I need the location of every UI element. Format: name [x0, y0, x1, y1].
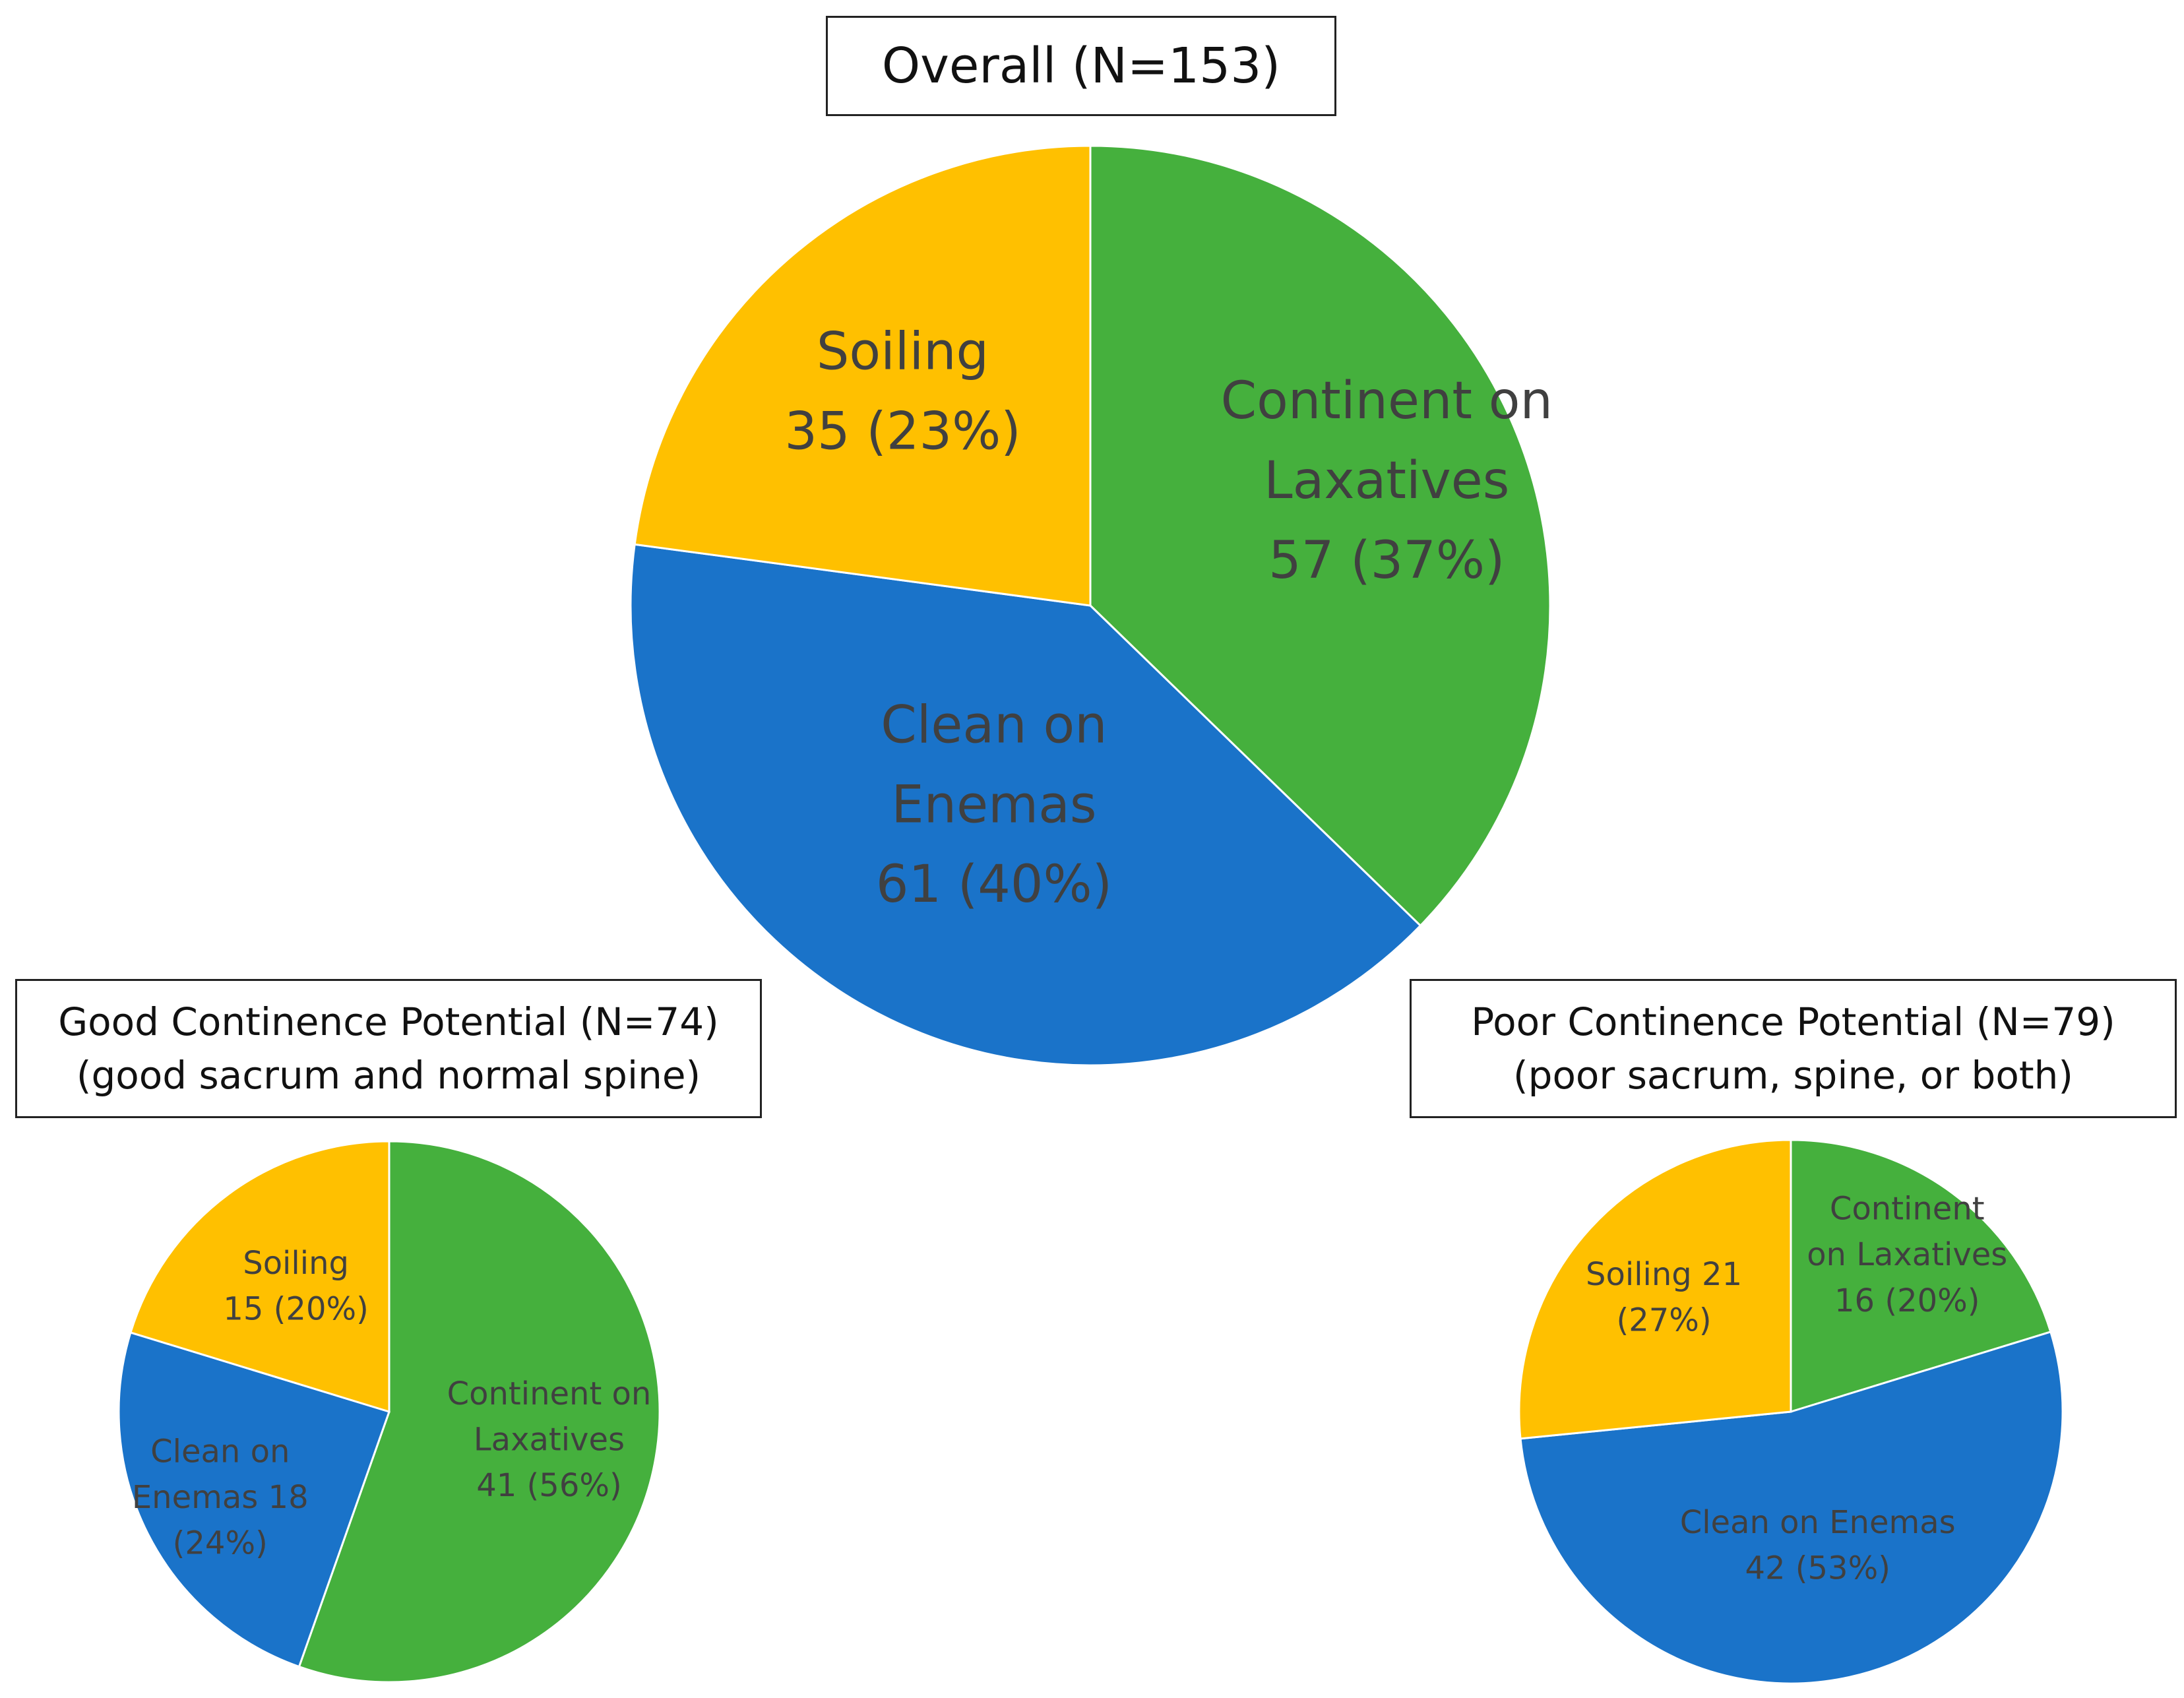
overall-pie-title: Overall (N=153): [826, 16, 1336, 116]
good-label-continent-on-laxatives-line-3: 41 (56%): [476, 1467, 621, 1504]
good-label-continent-on-laxatives: Continent on Laxatives 41 (56%): [447, 1375, 652, 1504]
good-label-clean-on-enemas-line-3: (24%): [173, 1525, 268, 1562]
poor-label-soiling: Soiling 21 (27%): [1586, 1256, 1742, 1339]
good-label-continent-on-laxatives-line-2: Laxatives: [474, 1421, 625, 1458]
overall-label-clean-on-enemas-line-3: 61 (40%): [876, 855, 1112, 914]
overall-pie: Continent on Laxatives 57 (37%) Clean on Ene…: [629, 144, 1553, 1067]
overall-title-text: Overall (N=153): [881, 38, 1281, 94]
good-subtitle-text: (good sacrum and normal spine): [76, 1052, 701, 1098]
poor-slice-clean-on-enemas: [1519, 1331, 2064, 1685]
good-label-soiling-line-1: Soiling: [243, 1245, 349, 1282]
overall-label-clean-on-enemas-line-1: Clean on: [881, 695, 1107, 755]
overall-label-clean-on-enemas-line-2: Enemas: [891, 775, 1096, 834]
poor-label-clean-on-enemas: Clean on Enemas 42 (53%): [1680, 1504, 1956, 1587]
good-label-soiling-line-2: 15 (20%): [223, 1290, 368, 1327]
good-label-clean-on-enemas-line-1: Clean on: [150, 1433, 290, 1470]
overall-label-continent-on-laxatives-line-3: 57 (37%): [1268, 531, 1505, 590]
poor-slice-continent-on-laxatives: [1790, 1139, 2052, 1414]
good-pie: Continent on Laxatives 41 (56%) Clean on Ene…: [117, 1140, 661, 1683]
poor-label-continent-on-laxatives: Continent on Laxatives 16 (20%): [1807, 1191, 2007, 1319]
overall-slice-soiling: [633, 144, 1092, 607]
poor-label-clean-on-enemas-line-2: 42 (53%): [1745, 1550, 1890, 1587]
poor-subtitle-text: (poor sacrum, spine, or both): [1513, 1052, 2073, 1098]
good-label-clean-on-enemas-line-2: Enemas 18: [132, 1479, 309, 1516]
good-slice-clean-on-enemas: [117, 1331, 390, 1668]
poor-label-continent-on-laxatives-line-2: on Laxatives: [1807, 1236, 2007, 1273]
overall-label-continent-on-laxatives-line-1: Continent on: [1221, 371, 1553, 431]
good-label-soiling: Soiling 15 (20%): [223, 1245, 368, 1328]
overall-label-continent-on-laxatives: Continent on Laxatives 57 (37%): [1221, 371, 1553, 590]
poor-label-continent-on-laxatives-line-3: 16 (20%): [1834, 1282, 1980, 1319]
overall-label-soiling-line-1: Soiling: [817, 323, 989, 382]
overall-label-soiling-line-2: 35 (23%): [784, 402, 1020, 461]
good-slice-continent-on-laxatives: [297, 1140, 661, 1683]
overall-label-continent-on-laxatives-line-2: Laxatives: [1264, 451, 1509, 511]
overall-label-clean-on-enemas: Clean on Enemas 61 (40%): [876, 695, 1112, 914]
good-slice-soiling: [129, 1140, 390, 1414]
good-label-clean-on-enemas: Clean on Enemas 18 (24%): [132, 1433, 309, 1561]
poor-pie-title: Poor Continence Potential (N=79) (poor s…: [1410, 979, 2177, 1118]
poor-title-text: Poor Continence Potential (N=79): [1471, 999, 2115, 1045]
poor-pie: Continent on Laxatives 16 (20%) Clean on En…: [1518, 1139, 2064, 1685]
good-pie-title: Good Continence Potential (N=74) (good s…: [15, 979, 762, 1118]
poor-label-clean-on-enemas-line-1: Clean on Enemas: [1680, 1504, 1956, 1541]
poor-label-continent-on-laxatives-line-1: Continent: [1830, 1191, 1985, 1228]
good-title-text: Good Continence Potential (N=74): [58, 999, 719, 1045]
good-label-continent-on-laxatives-line-1: Continent on: [447, 1375, 652, 1412]
overall-label-soiling: Soiling 35 (23%): [784, 323, 1020, 462]
poor-label-soiling-line-2: (27%): [1617, 1302, 1712, 1338]
poor-slice-soiling: [1518, 1139, 1792, 1440]
overall-slice-continent-on-laxatives: [1089, 144, 1551, 928]
poor-label-soiling-line-1: Soiling 21: [1586, 1256, 1742, 1293]
